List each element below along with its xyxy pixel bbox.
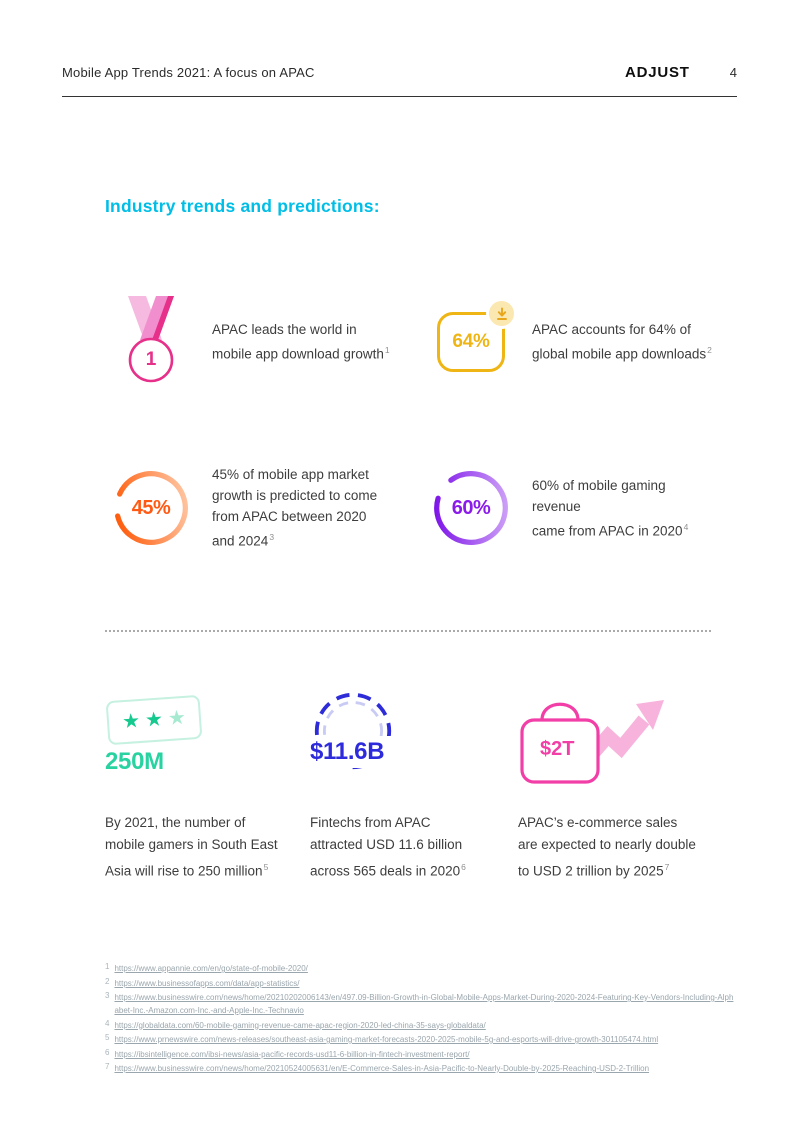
stats-bottom-grid: ★ ★ ★ 250M By 2021, the number of mobile… — [105, 690, 750, 883]
stat-text-body: 45% of mobile app market growth is predi… — [212, 467, 378, 549]
stat-iconbox: 60% — [425, 468, 517, 548]
footnote-link[interactable]: https://ibsintelligence.com/ibsi-news/as… — [114, 1049, 470, 1059]
footnote-marker: 7 — [664, 862, 670, 872]
ring-value: 45% — [131, 496, 171, 519]
footnote-number: 5 — [105, 1033, 110, 1042]
stat-global-downloads: 64% APAC accounts for 64% of global mobi… — [425, 294, 717, 390]
report-title: Mobile App Trends 2021: A focus on APAC — [62, 65, 315, 80]
stat-value: $11.6B — [310, 736, 393, 768]
percent-badge-icon: 64% — [437, 298, 517, 372]
stat-text: APAC’s e-commerce sales are expected to … — [518, 812, 750, 883]
stat-text-body: By 2021, the number of mobile gamers in … — [105, 815, 278, 879]
footnote-link[interactable]: https://www.appannie.com/en/go/state-of-… — [114, 964, 308, 973]
stat-text-body: APAC leads the world in mobile app downl… — [212, 322, 384, 362]
stat-media: $2T — [518, 690, 750, 812]
footnote-marker: 4 — [683, 521, 689, 532]
stat-iconbox: 64% — [425, 298, 517, 372]
ring-value: 60% — [451, 496, 491, 519]
stat-text-body: APAC accounts for 64% of global mobile a… — [532, 322, 707, 362]
star-icon: ★ — [167, 706, 187, 730]
footnote-row: 2 https://www.businessofapps.com/data/ap… — [105, 977, 737, 990]
footnote-row: 1 https://www.appannie.com/en/go/state-o… — [105, 962, 737, 975]
stat-download-growth: 1 APAC leads the world in mobile app dow… — [105, 294, 425, 390]
star-icon: ★ — [121, 710, 141, 734]
dotted-divider — [105, 630, 711, 632]
stars-card-icon: ★ ★ ★ — [105, 694, 203, 746]
stat-text-body: APAC’s e-commerce sales are expected to … — [518, 815, 696, 879]
stat-value: $2T — [540, 738, 575, 760]
bag-arrow-graphic — [520, 700, 664, 784]
medal-icon: 1 — [116, 296, 186, 388]
footnote-marker: 3 — [269, 532, 275, 543]
orange-ring-graphic — [114, 471, 188, 545]
purple-ring-graphic — [434, 471, 508, 545]
stat-text: APAC accounts for 64% of global mobile a… — [532, 319, 712, 365]
footnote-number: 7 — [105, 1062, 110, 1071]
footnote-number: 1 — [105, 962, 110, 971]
footnote-link[interactable]: https://www.businessofapps.com/data/app-… — [114, 978, 300, 988]
footnotes: 1 https://www.appannie.com/en/go/state-o… — [105, 962, 737, 1077]
stat-text-body: 60% of mobile gaming revenue came from A… — [532, 477, 683, 539]
page-number: 4 — [729, 65, 737, 80]
page-header: Mobile App Trends 2021: A focus on APAC … — [62, 64, 737, 97]
medal-rank-value: 1 — [145, 349, 157, 370]
stat-media: ★ ★ ★ 250M — [105, 690, 310, 812]
footnote-link[interactable]: https://www.businesswire.com/news/home/2… — [114, 1064, 650, 1073]
footnote-number: 4 — [105, 1018, 110, 1028]
stats-top-grid: 1 APAC leads the world in mobile app dow… — [105, 294, 717, 556]
stat-media: $11.6B — [310, 690, 518, 812]
stat-fintech-deals: $11.6B Fintechs from APAC attracted USD … — [310, 690, 518, 883]
stat-text: 45% of mobile app market growth is predi… — [212, 464, 377, 552]
footnote-row: 5 https://www.prnewswire.com/news-releas… — [105, 1033, 737, 1046]
footnote-link[interactable]: https://www.businesswire.com/news/home/2… — [114, 993, 734, 1015]
stat-mobile-gamers: ★ ★ ★ 250M By 2021, the number of mobile… — [105, 690, 310, 883]
stat-gaming-revenue: 60% 60% of mobile gaming revenue came fr… — [425, 460, 717, 556]
footnote-number: 6 — [105, 1047, 110, 1057]
badge-value: 64% — [452, 331, 490, 352]
stat-market-growth: 45% 45% of mobile app market growth is p… — [105, 460, 425, 556]
shopping-bag-icon: $2T — [518, 690, 666, 788]
footnote-row: 3 https://www.businesswire.com/news/home… — [105, 991, 737, 1017]
stat-text: Fintechs from APAC attracted USD 11.6 bi… — [310, 812, 518, 883]
header-divider — [62, 96, 737, 97]
medal-ribbon-graphic — [128, 296, 174, 383]
footnote-number: 2 — [105, 976, 110, 986]
footnote-marker: 1 — [384, 345, 390, 356]
percent-ring-icon: 60% — [431, 468, 511, 548]
footnote-row: 7 https://www.businesswire.com/news/home… — [105, 1062, 737, 1075]
stat-text: By 2021, the number of mobile gamers in … — [105, 812, 310, 883]
footnote-marker: 6 — [461, 862, 466, 872]
footnote-link[interactable]: https://globaldata.com/60-mobile-gaming-… — [114, 1020, 486, 1030]
footnote-row: 4 https://globaldata.com/60-mobile-gamin… — [105, 1019, 737, 1032]
section-title: Industry trends and predictions: — [105, 196, 380, 216]
header-row: Mobile App Trends 2021: A focus on APAC … — [62, 64, 737, 81]
stat-text: 60% of mobile gaming revenue came from A… — [532, 475, 717, 542]
stat-value: 250M — [105, 748, 164, 775]
percent-ring-icon: 45% — [111, 468, 191, 548]
stat-text: APAC leads the world in mobile app downl… — [212, 319, 390, 365]
stat-text-body: Fintechs from APAC attracted USD 11.6 bi… — [310, 815, 463, 879]
stat-iconbox: 1 — [105, 296, 197, 388]
download-icon — [486, 298, 517, 329]
adjust-logo: ADJUST — [624, 64, 690, 81]
footnote-row: 6 https://ibsintelligence.com/ibsi-news/… — [105, 1048, 737, 1061]
header-right: ADJUST 4 — [625, 64, 737, 81]
footnote-marker: 5 — [263, 862, 269, 872]
stat-iconbox: 45% — [105, 468, 197, 548]
star-icon: ★ — [144, 708, 164, 732]
download-arrow-graphic — [496, 307, 507, 320]
footnote-marker: 2 — [707, 345, 712, 356]
stat-ecommerce-sales: $2T APAC’s e-commerce sales are expected… — [518, 690, 750, 883]
footnote-number: 3 — [105, 991, 110, 1000]
footnote-link[interactable]: https://www.prnewswire.com/news-releases… — [114, 1035, 659, 1044]
